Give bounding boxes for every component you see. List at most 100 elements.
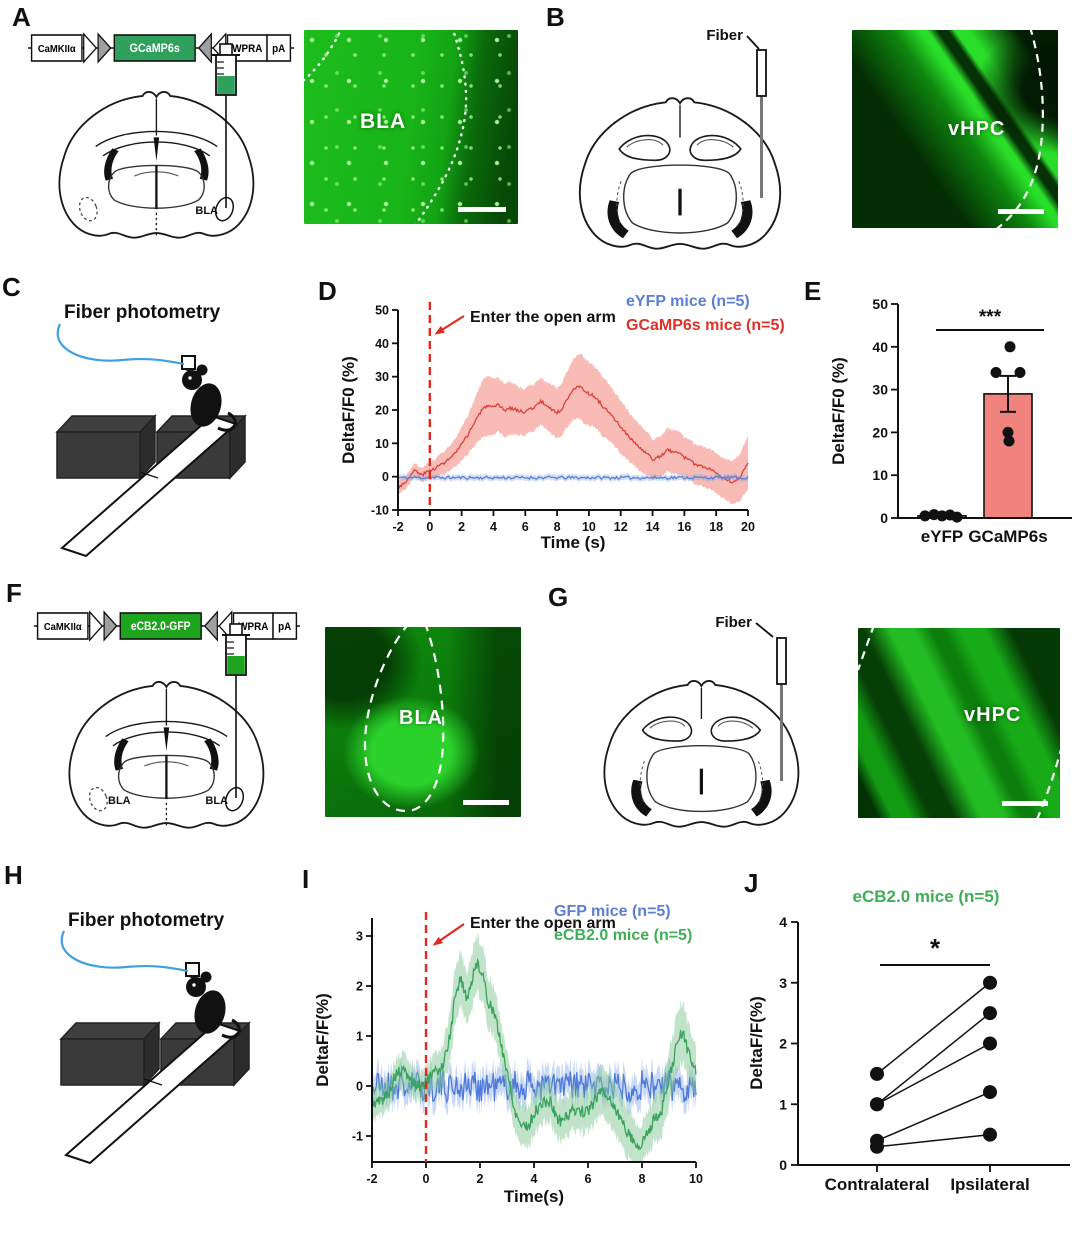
panel-letter-c: C xyxy=(2,272,21,302)
lox-arrow-icon xyxy=(103,610,118,642)
svg-text:20: 20 xyxy=(872,424,888,440)
svg-text:DeltaF/F0 (%): DeltaF/F0 (%) xyxy=(339,356,358,464)
pa-label: pA xyxy=(278,622,292,634)
photometry-trace-chart-ecb: -2 0 2 4 6 8 10 -1 0 1 2 3 Time(s) DeltaF/F(%) Enter t… xyxy=(313,903,703,1206)
mouse-icon xyxy=(185,962,241,1039)
brain-diagram-g: Fiber xyxy=(603,614,800,828)
wpra-label: WPRA xyxy=(238,622,269,634)
svg-text:DeltaF/F(%): DeltaF/F(%) xyxy=(313,993,332,1087)
lox-arrow-icon xyxy=(203,610,218,642)
panel-letter-a: A xyxy=(12,2,31,32)
ferrule-icon xyxy=(181,355,196,370)
image-region-label: BLA xyxy=(399,707,444,729)
svg-text:GCaMP6s mice (n=5): GCaMP6s mice (n=5) xyxy=(626,317,785,334)
optic-fiber-icon xyxy=(746,35,767,198)
svg-text:10: 10 xyxy=(582,520,596,534)
svg-text:eYFP mice (n=5): eYFP mice (n=5) xyxy=(626,293,750,310)
panel-letter-h: H xyxy=(4,860,23,890)
svg-text:6: 6 xyxy=(522,520,529,534)
svg-text:0: 0 xyxy=(423,1172,430,1186)
lox-arrow-icon xyxy=(197,32,212,64)
svg-text:20: 20 xyxy=(375,404,389,418)
gene-label: eCB2.0-GFP xyxy=(131,621,191,634)
image-region-label: BLA xyxy=(360,110,407,133)
svg-text:GFP mice (n=5): GFP mice (n=5) xyxy=(554,903,671,920)
svg-text:10: 10 xyxy=(689,1172,703,1186)
svg-text:Time(s): Time(s) xyxy=(504,1187,564,1206)
svg-text:2: 2 xyxy=(356,980,363,994)
panel-letter-e: E xyxy=(804,276,822,306)
svg-text:50: 50 xyxy=(872,296,888,312)
svg-text:4: 4 xyxy=(779,914,787,930)
scale-bar xyxy=(1002,801,1048,806)
svg-text:eCB2.0 mice (n=5): eCB2.0 mice (n=5) xyxy=(853,887,1000,906)
svg-text:3: 3 xyxy=(779,975,787,991)
svg-text:12: 12 xyxy=(614,520,628,534)
fluorescence-image-vhpc-ecb: vHPC xyxy=(858,628,1060,818)
fiber-label: Fiber xyxy=(706,27,743,44)
svg-text:DeltaF/F0 (%): DeltaF/F0 (%) xyxy=(829,357,848,465)
syringe-icon xyxy=(212,43,240,208)
svg-text:10: 10 xyxy=(872,467,888,483)
photometry-trace-chart-gcamp: -2 0 2 4 6 8 10 12 14 16 18 20 -10 0 10 20 30 40 50 Time (s… xyxy=(339,293,785,552)
epm-schematic-c xyxy=(55,323,247,558)
pa-label: pA xyxy=(272,44,286,56)
mouse-icon xyxy=(181,355,237,432)
svg-text:DeltaF/F(%): DeltaF/F(%) xyxy=(748,996,766,1090)
panel-letter-d: D xyxy=(318,276,337,306)
svg-text:-2: -2 xyxy=(392,520,403,534)
fiber-photometry-title: Fiber photometry xyxy=(68,910,225,931)
promoter-label: CaMKIIα xyxy=(38,44,77,56)
bla-target-label: BLA xyxy=(195,205,218,217)
lox-arrow-icon xyxy=(97,32,112,64)
svg-text:GCaMP6s: GCaMP6s xyxy=(968,527,1047,546)
svg-text:40: 40 xyxy=(375,337,389,351)
svg-text:16: 16 xyxy=(677,520,691,534)
lox-arrow-icon xyxy=(83,32,98,64)
vhpc-boundary-overlay xyxy=(858,628,1060,818)
lox-arrow-icon xyxy=(89,610,104,642)
svg-text:-2: -2 xyxy=(366,1172,377,1186)
svg-text:*: * xyxy=(930,933,941,963)
svg-text:Enter the open arm: Enter the open arm xyxy=(470,915,616,932)
fiber-photometry-title: Fiber photometry xyxy=(64,302,221,323)
panel-letter-j: J xyxy=(744,868,759,898)
patch-cable-icon xyxy=(60,930,189,973)
svg-text:30: 30 xyxy=(375,370,389,384)
svg-text:50: 50 xyxy=(375,304,389,318)
svg-text:-10: -10 xyxy=(371,504,389,518)
fluorescence-image-vhpc-gcamp: vHPC xyxy=(852,30,1058,228)
svg-text:eCB2.0 mice (n=5): eCB2.0 mice (n=5) xyxy=(554,927,692,944)
scale-bar xyxy=(458,207,506,212)
svg-text:Contralateral: Contralateral xyxy=(825,1175,930,1194)
svg-text:0: 0 xyxy=(880,510,888,526)
svg-text:2: 2 xyxy=(779,1036,787,1052)
fluorescence-image-bla-ecb: BLA xyxy=(325,627,521,817)
bla-target-label-right: BLA xyxy=(205,795,228,807)
svg-text:8: 8 xyxy=(639,1172,646,1186)
svg-text:2: 2 xyxy=(477,1172,484,1186)
svg-text:4: 4 xyxy=(531,1172,538,1186)
bla-target-label-left: BLA xyxy=(108,795,131,807)
svg-text:18: 18 xyxy=(709,520,723,534)
wpra-label: WPRA xyxy=(232,44,263,56)
svg-text:40: 40 xyxy=(872,339,888,355)
fiber-label: Fiber xyxy=(715,614,752,631)
svg-text:-1: -1 xyxy=(352,1130,363,1144)
fluorescence-image-bla-gcamp: BLA xyxy=(304,30,518,224)
svg-text:20: 20 xyxy=(741,520,755,534)
svg-text:eYFP: eYFP xyxy=(921,527,964,546)
svg-text:1: 1 xyxy=(779,1096,787,1112)
patch-cable-icon xyxy=(56,323,185,366)
panel-letter-g: G xyxy=(548,582,569,612)
svg-text:0: 0 xyxy=(382,470,389,484)
scale-bar xyxy=(998,209,1044,214)
ferrule-icon xyxy=(185,962,200,977)
epm-schematic-h xyxy=(59,930,251,1165)
svg-text:8: 8 xyxy=(554,520,561,534)
paired-scatter-chart: 0 1 2 3 4 Contralateral Ipsilateral * eCB2.0 mic… xyxy=(748,887,1070,1194)
svg-text:30: 30 xyxy=(872,382,888,398)
elevated-plus-maze xyxy=(55,414,247,558)
svg-text:Time (s): Time (s) xyxy=(541,533,606,552)
